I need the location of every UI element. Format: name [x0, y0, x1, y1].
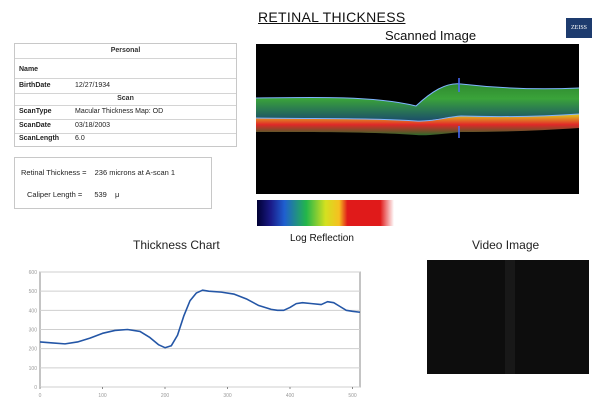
video-image-title: Video Image	[472, 238, 540, 252]
divider	[15, 93, 236, 94]
thickness-row: Retinal Thickness = 236 microns at A-sca…	[21, 168, 175, 177]
scan-type-row: ScanType Macular Thickness Map: OD	[19, 108, 163, 115]
scan-length-label: ScanLength	[19, 135, 60, 142]
divider	[15, 105, 236, 106]
thickness-value: 236 microns at A-scan 1	[94, 168, 176, 177]
name-row: Name	[19, 66, 75, 73]
scan-type-value: Macular Thickness Map: OD	[75, 108, 164, 115]
name-label: Name	[19, 66, 39, 73]
scan-date-label: ScanDate	[19, 122, 51, 129]
divider	[15, 78, 236, 79]
caliper-value: 539	[94, 190, 107, 199]
x-tick-label: 0	[39, 393, 42, 399]
scan-date-row: ScanDate 03/18/2003	[19, 122, 110, 129]
y-tick-label: 0	[34, 385, 37, 391]
measurements-panel: Retinal Thickness = 236 microns at A-sca…	[14, 157, 212, 209]
scan-type-label: ScanType	[19, 108, 52, 115]
y-tick-label: 200	[29, 347, 38, 353]
scan-length-row: ScanLength 6.0	[19, 135, 85, 142]
zeiss-logo: ZEISS	[566, 18, 592, 38]
x-tick-label: 500	[348, 393, 357, 399]
thickness-chart-title: Thickness Chart	[133, 238, 220, 252]
y-tick-label: 500	[29, 289, 38, 295]
colorbar-label: Log Reflection	[290, 233, 354, 244]
scan-date-value: 03/18/2003	[75, 122, 111, 129]
oct-scan-image	[255, 44, 580, 194]
page-title: RETINAL THICKNESS	[258, 9, 406, 25]
y-tick-label: 300	[29, 328, 38, 334]
personal-header: Personal	[110, 47, 141, 54]
scan-length-value: 6.0	[75, 135, 85, 142]
y-tick-label: 100	[29, 366, 38, 372]
scan-header: Scan	[117, 95, 134, 102]
x-tick-label: 100	[98, 393, 107, 399]
log-reflection-colorbar	[257, 200, 394, 226]
thickness-chart: 0 100 200 300 400 500 600 0 100 200 300 400 500	[29, 270, 361, 399]
caliper-unit: μ	[114, 190, 120, 199]
thickness-label: Retinal Thickness =	[21, 168, 87, 177]
oct-scan-graphic	[255, 78, 580, 138]
x-tick-label: 400	[286, 393, 295, 399]
caliper-row: Caliper Length = 539 μ	[27, 190, 119, 199]
x-tick-label: 300	[223, 393, 232, 399]
divider	[15, 133, 236, 134]
birthdate-value: 12/27/1934	[75, 82, 111, 89]
video-streak	[505, 260, 515, 374]
birthdate-label: BirthDate	[19, 82, 51, 89]
birthdate-row: BirthDate 12/27/1934	[19, 82, 110, 89]
video-image	[427, 260, 589, 374]
divider	[15, 119, 236, 120]
x-tick-label: 200	[161, 393, 170, 399]
thickness-series-line	[39, 289, 361, 349]
scanned-image-title: Scanned Image	[385, 28, 477, 43]
patient-info-panel: Personal Name BirthDate 12/27/1934 Scan S…	[14, 43, 237, 147]
caliper-label: Caliper Length =	[27, 190, 83, 199]
y-tick-label: 400	[29, 308, 38, 314]
divider	[15, 58, 236, 59]
y-tick-label: 600	[29, 270, 38, 276]
